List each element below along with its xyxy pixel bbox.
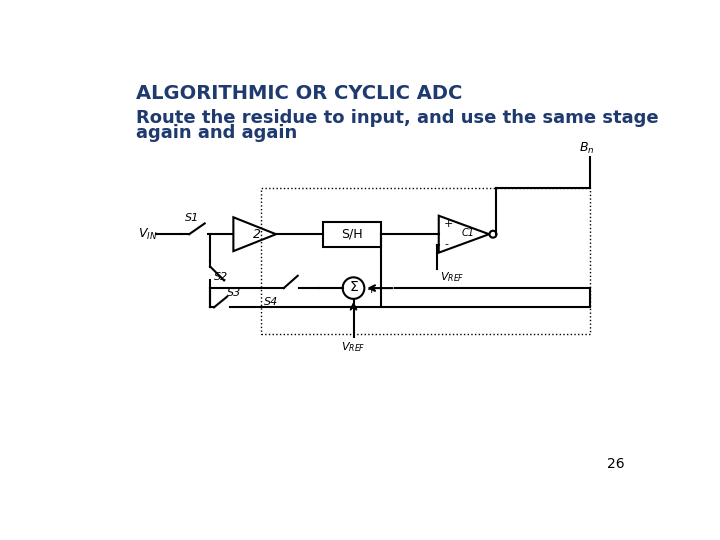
Circle shape xyxy=(343,278,364,299)
Text: $V_{REF}$: $V_{REF}$ xyxy=(341,340,366,354)
Text: $\Sigma$: $\Sigma$ xyxy=(348,280,359,294)
Text: -: - xyxy=(444,239,448,249)
Text: S3: S3 xyxy=(228,288,241,298)
Text: Route the residue to input, and use the same stage: Route the residue to input, and use the … xyxy=(137,109,659,127)
Text: S4: S4 xyxy=(264,298,279,307)
Text: S2: S2 xyxy=(214,272,228,281)
Text: 26: 26 xyxy=(607,457,625,471)
Text: -: - xyxy=(351,303,354,313)
Text: $V_{IN}$: $V_{IN}$ xyxy=(138,227,158,242)
Text: C1: C1 xyxy=(462,228,475,238)
Text: ALGORITHMIC OR CYCLIC ADC: ALGORITHMIC OR CYCLIC ADC xyxy=(137,84,463,103)
Text: again and again: again and again xyxy=(137,124,298,142)
Text: +: + xyxy=(366,286,376,295)
Text: +: + xyxy=(444,219,454,229)
Text: $V_{REF}$: $V_{REF}$ xyxy=(441,271,465,284)
Text: $B_n$: $B_n$ xyxy=(579,140,595,156)
Circle shape xyxy=(490,231,497,238)
Text: S1: S1 xyxy=(184,213,199,224)
Bar xyxy=(323,222,381,247)
Bar xyxy=(261,188,590,334)
Text: 2: 2 xyxy=(253,228,261,241)
Text: S/H: S/H xyxy=(341,228,362,241)
